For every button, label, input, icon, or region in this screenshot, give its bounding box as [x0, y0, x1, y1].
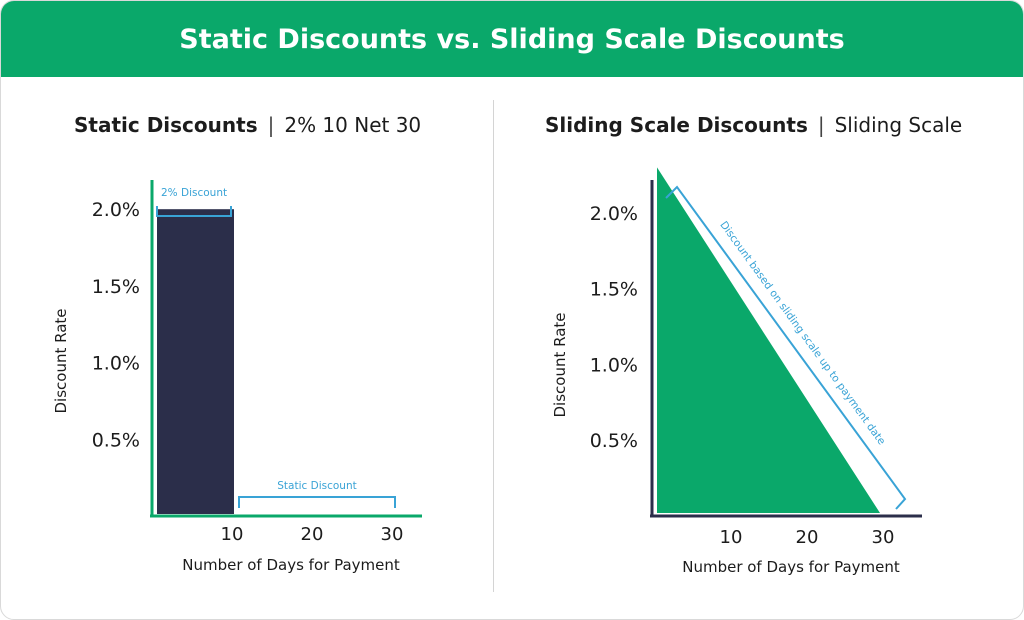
y-tick-label: 0.5% — [590, 430, 638, 452]
static-discount-bracket — [238, 496, 396, 508]
y-axis-label: Discount Rate — [551, 312, 569, 417]
sliding-scale-bracket — [665, 185, 907, 510]
y-tick-label: 1.0% — [92, 353, 140, 375]
y-tick-label: 0.5% — [92, 429, 140, 451]
x-tick-label: 10 — [221, 524, 244, 545]
x-tick-label: 10 — [720, 527, 743, 548]
static-discount-bracket-label: Static Discount — [277, 480, 356, 492]
x-tick-label: 30 — [872, 527, 895, 548]
x-axis-label: Number of Days for Payment — [682, 558, 900, 576]
static-title-bold: Static Discounts — [74, 113, 258, 137]
sliding-title-subtitle: Sliding Scale — [834, 113, 963, 137]
y-tick-label: 1.5% — [92, 276, 140, 298]
sliding-title-bold: Sliding Scale Discounts — [545, 113, 808, 137]
discount-area — [657, 167, 880, 513]
y-tick-label: 1.0% — [590, 354, 638, 376]
y-tick-label: 2.0% — [590, 203, 638, 225]
y-tick-label: 1.5% — [590, 279, 638, 301]
banner-title: Static Discounts vs. Sliding Scale Disco… — [1, 1, 1023, 77]
x-tick-label: 30 — [381, 524, 404, 545]
x-tick-label: 20 — [796, 527, 819, 548]
sliding-panel-title: Sliding Scale Discounts | Sliding Scale — [545, 113, 962, 137]
discount-bracket — [156, 206, 232, 217]
discount-bracket-label: 2% Discount — [161, 187, 227, 199]
static-panel-title: Static Discounts | 2% 10 Net 30 — [74, 113, 421, 137]
discount-bar — [157, 209, 234, 514]
sliding-title-separator: | — [817, 113, 825, 137]
static-title-separator: | — [267, 113, 275, 137]
x-axis-label: Number of Days for Payment — [182, 556, 400, 574]
panel-divider — [493, 100, 494, 592]
static-title-subtitle: 2% 10 Net 30 — [284, 113, 422, 137]
y-axis-label: Discount Rate — [52, 308, 70, 413]
x-tick-label: 20 — [301, 524, 324, 545]
y-tick-label: 2.0% — [92, 199, 140, 221]
